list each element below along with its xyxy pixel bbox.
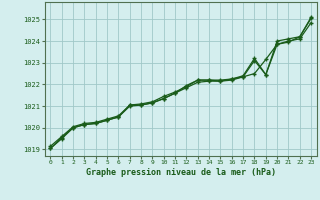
X-axis label: Graphe pression niveau de la mer (hPa): Graphe pression niveau de la mer (hPa)	[86, 168, 276, 177]
